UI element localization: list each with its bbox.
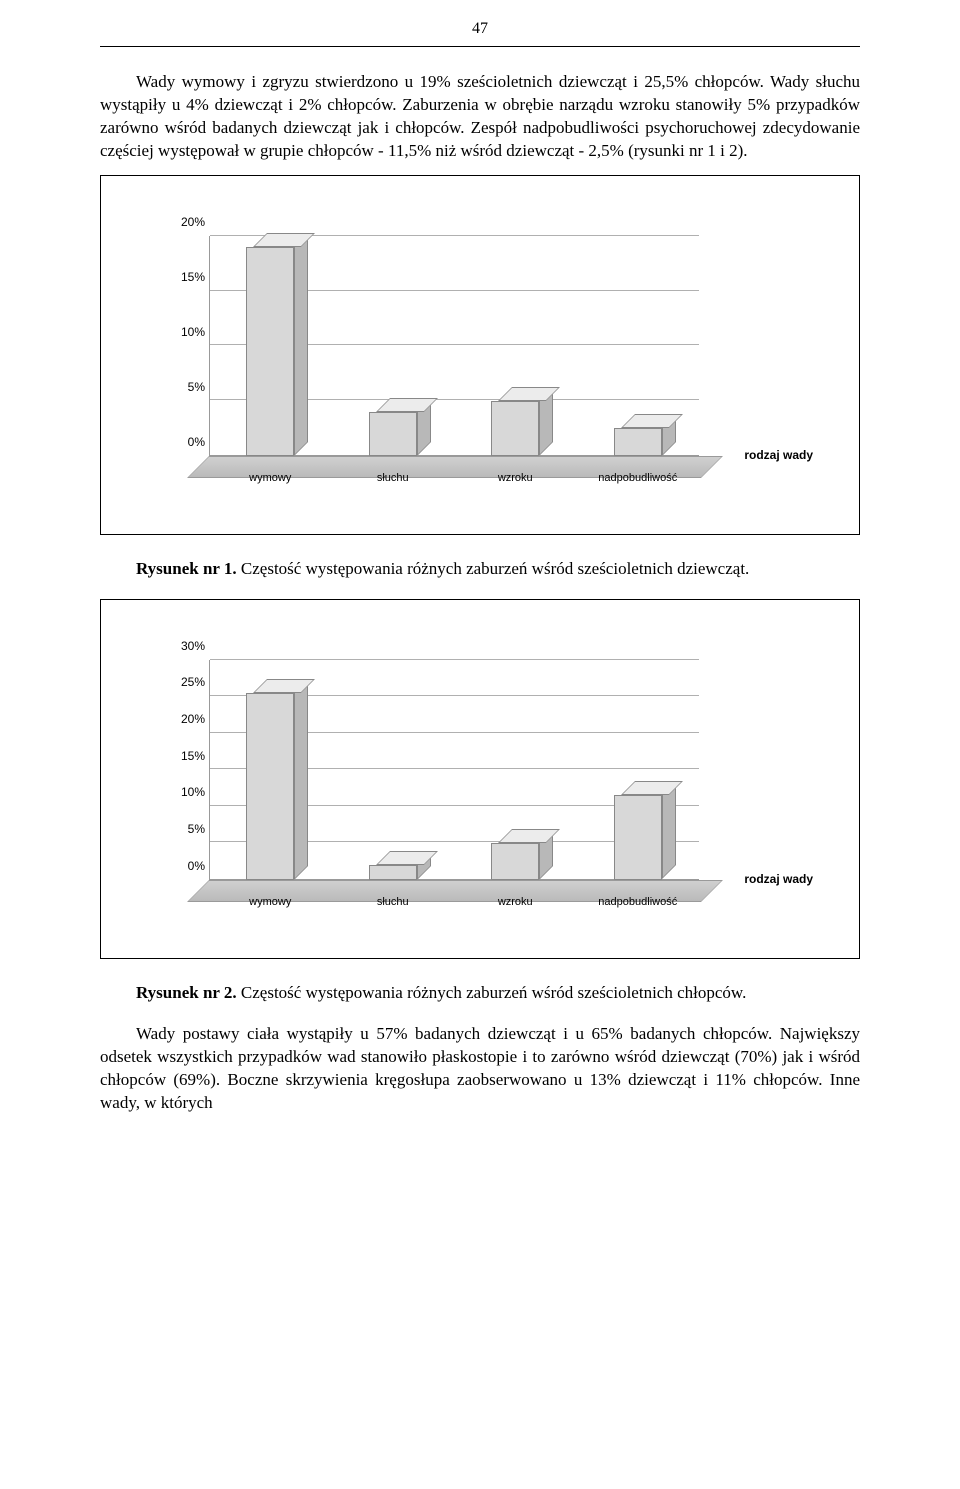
bar-front (614, 795, 662, 879)
y-tick-label: 10% (169, 785, 205, 799)
bar (614, 428, 662, 456)
chart-2-xlabels: wymowy słuchu wzroku nadpobudliwość (209, 896, 699, 914)
bar-front (491, 843, 539, 880)
y-tick-label: 0% (169, 435, 205, 449)
bar-side (294, 233, 308, 456)
bar-front (614, 428, 662, 456)
chart-1-frame: 0% 5% 10% 15% 20% wymowy słuchu wzroku nadpobud… (100, 175, 860, 535)
chart-2-yaxis: 0%5%10%15%20%25%30% (169, 660, 205, 880)
x-label: słuchu (377, 896, 409, 908)
paragraph-2: Wady postawy ciała wystąpiły u 57% badan… (100, 1023, 860, 1115)
caption-2: Rysunek nr 2. Częstość występowania różn… (100, 983, 860, 1003)
bar-front (369, 865, 417, 880)
y-tick-label: 10% (169, 325, 205, 339)
y-tick-label: 25% (169, 675, 205, 689)
x-label: wymowy (249, 472, 291, 484)
x-label: słuchu (377, 472, 409, 484)
bar-side (662, 781, 676, 879)
y-tick-label: 15% (169, 749, 205, 763)
caption-2-bold: Rysunek nr 2. (136, 983, 237, 1002)
bar-front (369, 412, 417, 456)
x-label: wymowy (249, 896, 291, 908)
bar (246, 693, 294, 880)
page-number: 47 (100, 20, 860, 38)
chart-1-yaxis: 0%5%10%15%20% (169, 236, 205, 456)
bar-side (294, 679, 308, 880)
bar (491, 843, 539, 880)
chart-2-zlabel: rodzaj wady (744, 872, 813, 886)
y-tick-label: 15% (169, 270, 205, 284)
bar-front (246, 247, 294, 456)
chart-2-region (209, 660, 699, 880)
grid-line (210, 659, 699, 660)
x-label: nadpobudliwość (598, 896, 677, 908)
chart-1-zlabel: rodzaj wady (744, 448, 813, 462)
caption-1: Rysunek nr 1. Częstość występowania różn… (100, 559, 860, 579)
bar (369, 412, 417, 456)
caption-1-bold: Rysunek nr 1. (136, 559, 237, 578)
chart-1-xlabels: wymowy słuchu wzroku nadpobudliwość (209, 472, 699, 490)
y-tick-label: 0% (169, 859, 205, 873)
x-label: nadpobudliwość (598, 472, 677, 484)
bar-front (491, 401, 539, 456)
chart-1-region (209, 236, 699, 456)
y-tick-label: 20% (169, 215, 205, 229)
header-rule (100, 46, 860, 47)
y-tick-label: 5% (169, 822, 205, 836)
chart-1-plot: 0%5%10%15%20% wymowysłuchuwzrokunadpobud… (151, 236, 829, 504)
y-tick-label: 5% (169, 380, 205, 394)
caption-1-text: Częstość występowania różnych zaburzeń w… (237, 559, 750, 578)
chart-2-frame: 0% 5% 10% 15% 20% 25% 30% wymowy słuchu wzroku na… (100, 599, 860, 959)
bar (491, 401, 539, 456)
caption-2-text: Częstość występowania różnych zaburzeń w… (237, 983, 747, 1002)
bar (614, 795, 662, 879)
bar (369, 865, 417, 880)
y-tick-label: 20% (169, 712, 205, 726)
x-label: wzroku (498, 472, 533, 484)
bar (246, 247, 294, 456)
chart-2-plot: 0%5%10%15%20%25%30% wymowysłuchuwzrokuna… (151, 660, 829, 928)
paragraph-1: Wady wymowy i zgryzu stwierdzono u 19% s… (100, 71, 860, 163)
bar-front (246, 693, 294, 880)
x-label: wzroku (498, 896, 533, 908)
y-tick-label: 30% (169, 639, 205, 653)
